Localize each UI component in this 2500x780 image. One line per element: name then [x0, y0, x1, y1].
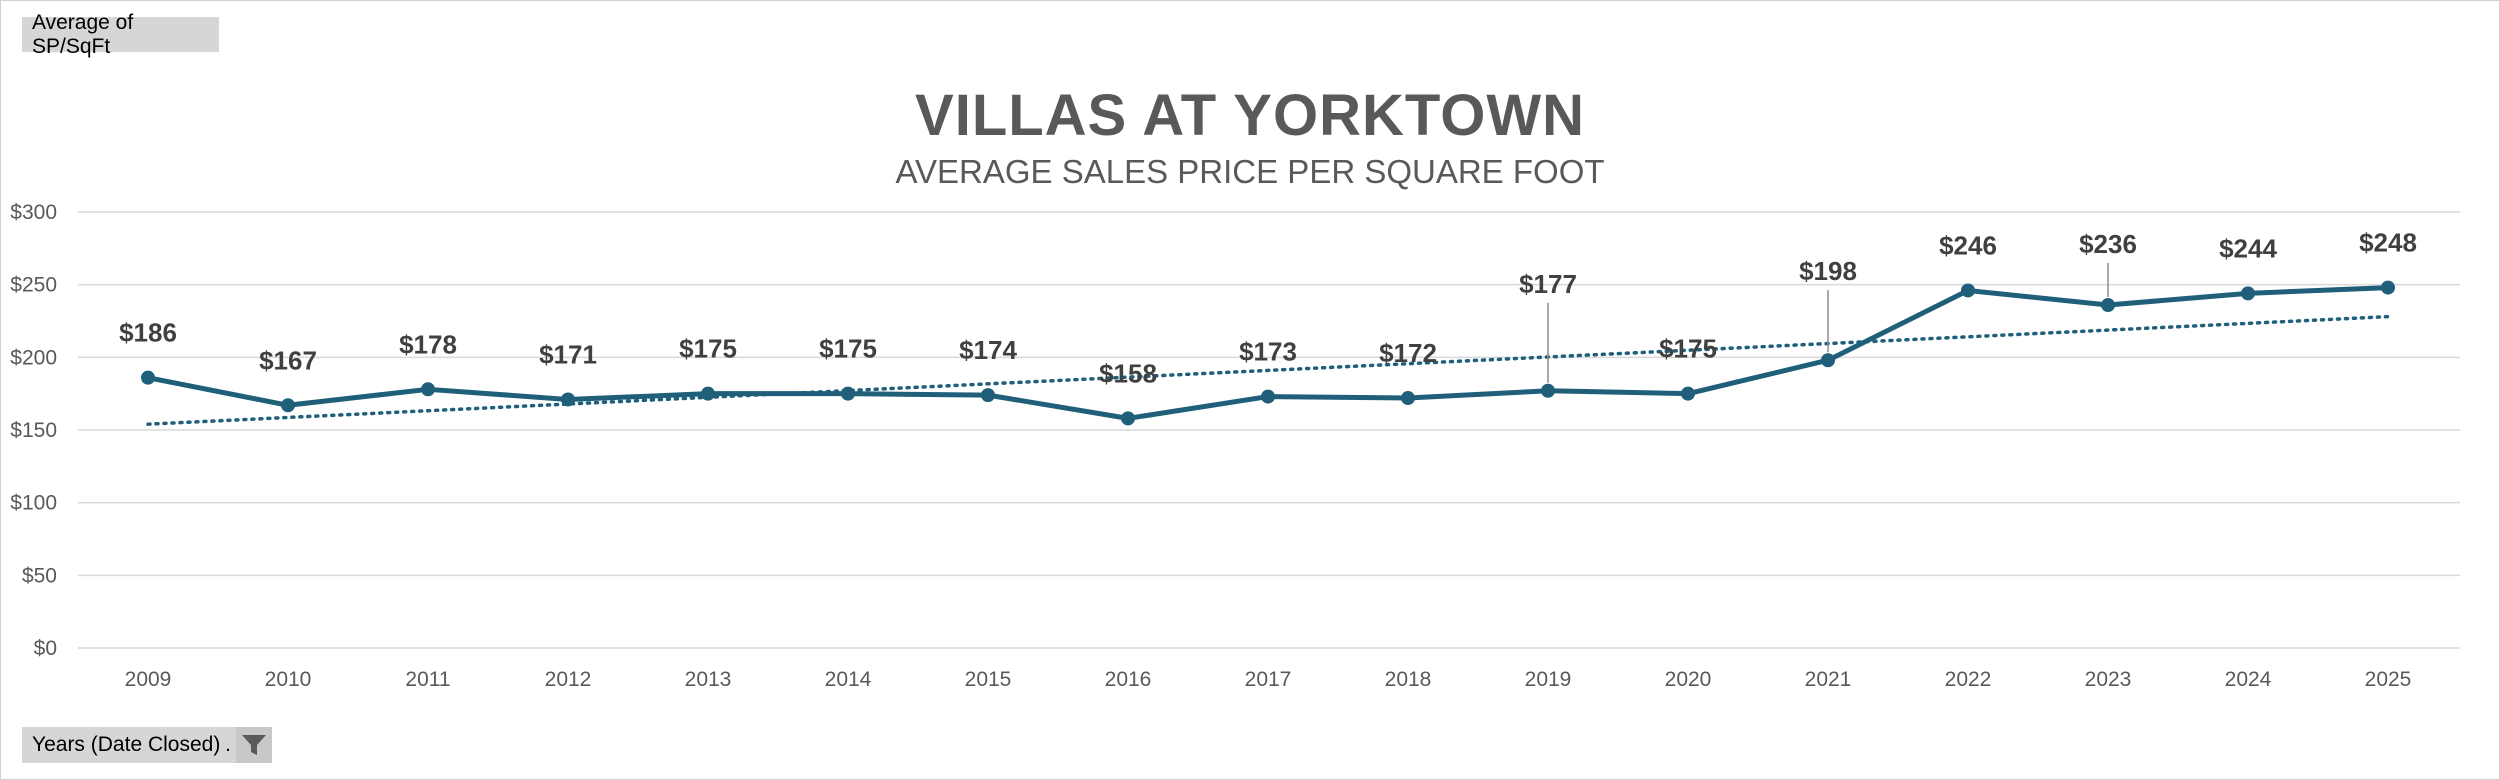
- y-tick-label: $100: [10, 492, 57, 515]
- funnel-icon-shape: [241, 735, 266, 755]
- data-label: $174: [959, 335, 1017, 365]
- data-point[interactable]: [1681, 386, 1695, 401]
- y-tick-label: $250: [10, 274, 57, 297]
- x-tick-label: 2016: [1105, 668, 1152, 691]
- data-label: $186: [119, 318, 177, 348]
- data-point[interactable]: [561, 392, 575, 407]
- data-label: $248: [2359, 228, 2417, 258]
- data-point[interactable]: [841, 386, 855, 401]
- data-label: $236: [2079, 229, 2137, 259]
- data-label: $246: [1939, 230, 1997, 260]
- x-tick-label: 2021: [1805, 668, 1852, 691]
- data-point[interactable]: [2101, 298, 2115, 313]
- x-tick-label: 2011: [405, 668, 450, 691]
- y-tick-label: $300: [10, 201, 57, 224]
- x-tick-label: 2013: [685, 668, 732, 691]
- data-label: $177: [1519, 269, 1577, 299]
- chart-title: VILLAS AT YORKTOWN: [915, 83, 1585, 148]
- data-label: $175: [819, 334, 877, 364]
- axis-field-separator: .: [225, 733, 231, 756]
- data-point[interactable]: [421, 382, 435, 397]
- data-label: $244: [2219, 233, 2277, 263]
- gridlines: [78, 211, 2460, 649]
- data-point[interactable]: [1121, 411, 1135, 426]
- y-tick-label: $200: [10, 346, 57, 369]
- label-leader-lines: [1547, 263, 2109, 383]
- x-tick-label: 2024: [2225, 668, 2272, 691]
- data-label: $175: [679, 334, 737, 364]
- data-point[interactable]: [2381, 280, 2395, 295]
- x-tick-label: 2012: [545, 668, 592, 691]
- data-labels: $186 $167 $178 $171 $175 $175 $174 $158 $173 $172…: [119, 228, 2417, 389]
- x-tick-label: 2010: [265, 668, 312, 691]
- x-tick-label: 2018: [1385, 668, 1432, 691]
- trendline-path: [146, 314, 2390, 426]
- data-point[interactable]: [1401, 391, 1415, 406]
- x-tick-label: 2020: [1665, 668, 1712, 691]
- data-label: $175: [1659, 334, 1717, 364]
- x-tick-label: 2017: [1245, 668, 1292, 691]
- y-tick-label: $0: [34, 637, 57, 660]
- y-axis-tick-labels: $0 $50 $100 $150 $200 $250 $300: [10, 201, 57, 660]
- x-tick-label: 2015: [965, 668, 1012, 691]
- x-tick-label: 2023: [2085, 668, 2132, 691]
- data-label: $158: [1099, 358, 1157, 388]
- data-points: [141, 280, 2395, 426]
- y-tick-label: $150: [10, 419, 57, 442]
- axis-field-button[interactable]: Years (Date Closed) .: [22, 727, 272, 763]
- data-label: $167: [259, 345, 317, 375]
- data-point[interactable]: [141, 370, 155, 385]
- x-axis-tick-labels: 2009 2010 2011 2012 2013 2014 2015 2016 2017 2018…: [125, 668, 2412, 691]
- value-field-label: Average of SP/SqFt: [32, 10, 134, 58]
- x-tick-label: 2025: [2365, 668, 2412, 691]
- data-point[interactable]: [1961, 283, 1975, 298]
- data-label: $172: [1379, 338, 1437, 368]
- x-tick-label: 2022: [1945, 668, 1992, 691]
- data-point[interactable]: [1541, 383, 1555, 398]
- data-label: $171: [539, 339, 597, 369]
- data-point[interactable]: [981, 388, 995, 403]
- x-tick-label: 2014: [825, 668, 872, 691]
- trendline: [146, 314, 2390, 426]
- data-point[interactable]: [701, 386, 715, 401]
- chart-subtitle: AVERAGE SALES PRICE PER SQUARE FOOT: [895, 153, 1605, 190]
- y-tick-label: $50: [22, 564, 57, 587]
- axis-field-label: Years (Date Closed): [32, 733, 221, 756]
- data-label: $178: [399, 329, 457, 359]
- data-point[interactable]: [281, 398, 295, 413]
- data-label: $198: [1799, 256, 1857, 286]
- data-point[interactable]: [2241, 286, 2255, 301]
- funnel-icon[interactable]: [235, 727, 272, 763]
- data-point[interactable]: [1261, 389, 1275, 404]
- data-label: $173: [1239, 337, 1297, 367]
- data-point[interactable]: [1821, 353, 1835, 368]
- value-field-button[interactable]: Average of SP/SqFt: [22, 11, 219, 58]
- x-tick-label: 2009: [125, 668, 172, 691]
- x-tick-label: 2019: [1525, 668, 1572, 691]
